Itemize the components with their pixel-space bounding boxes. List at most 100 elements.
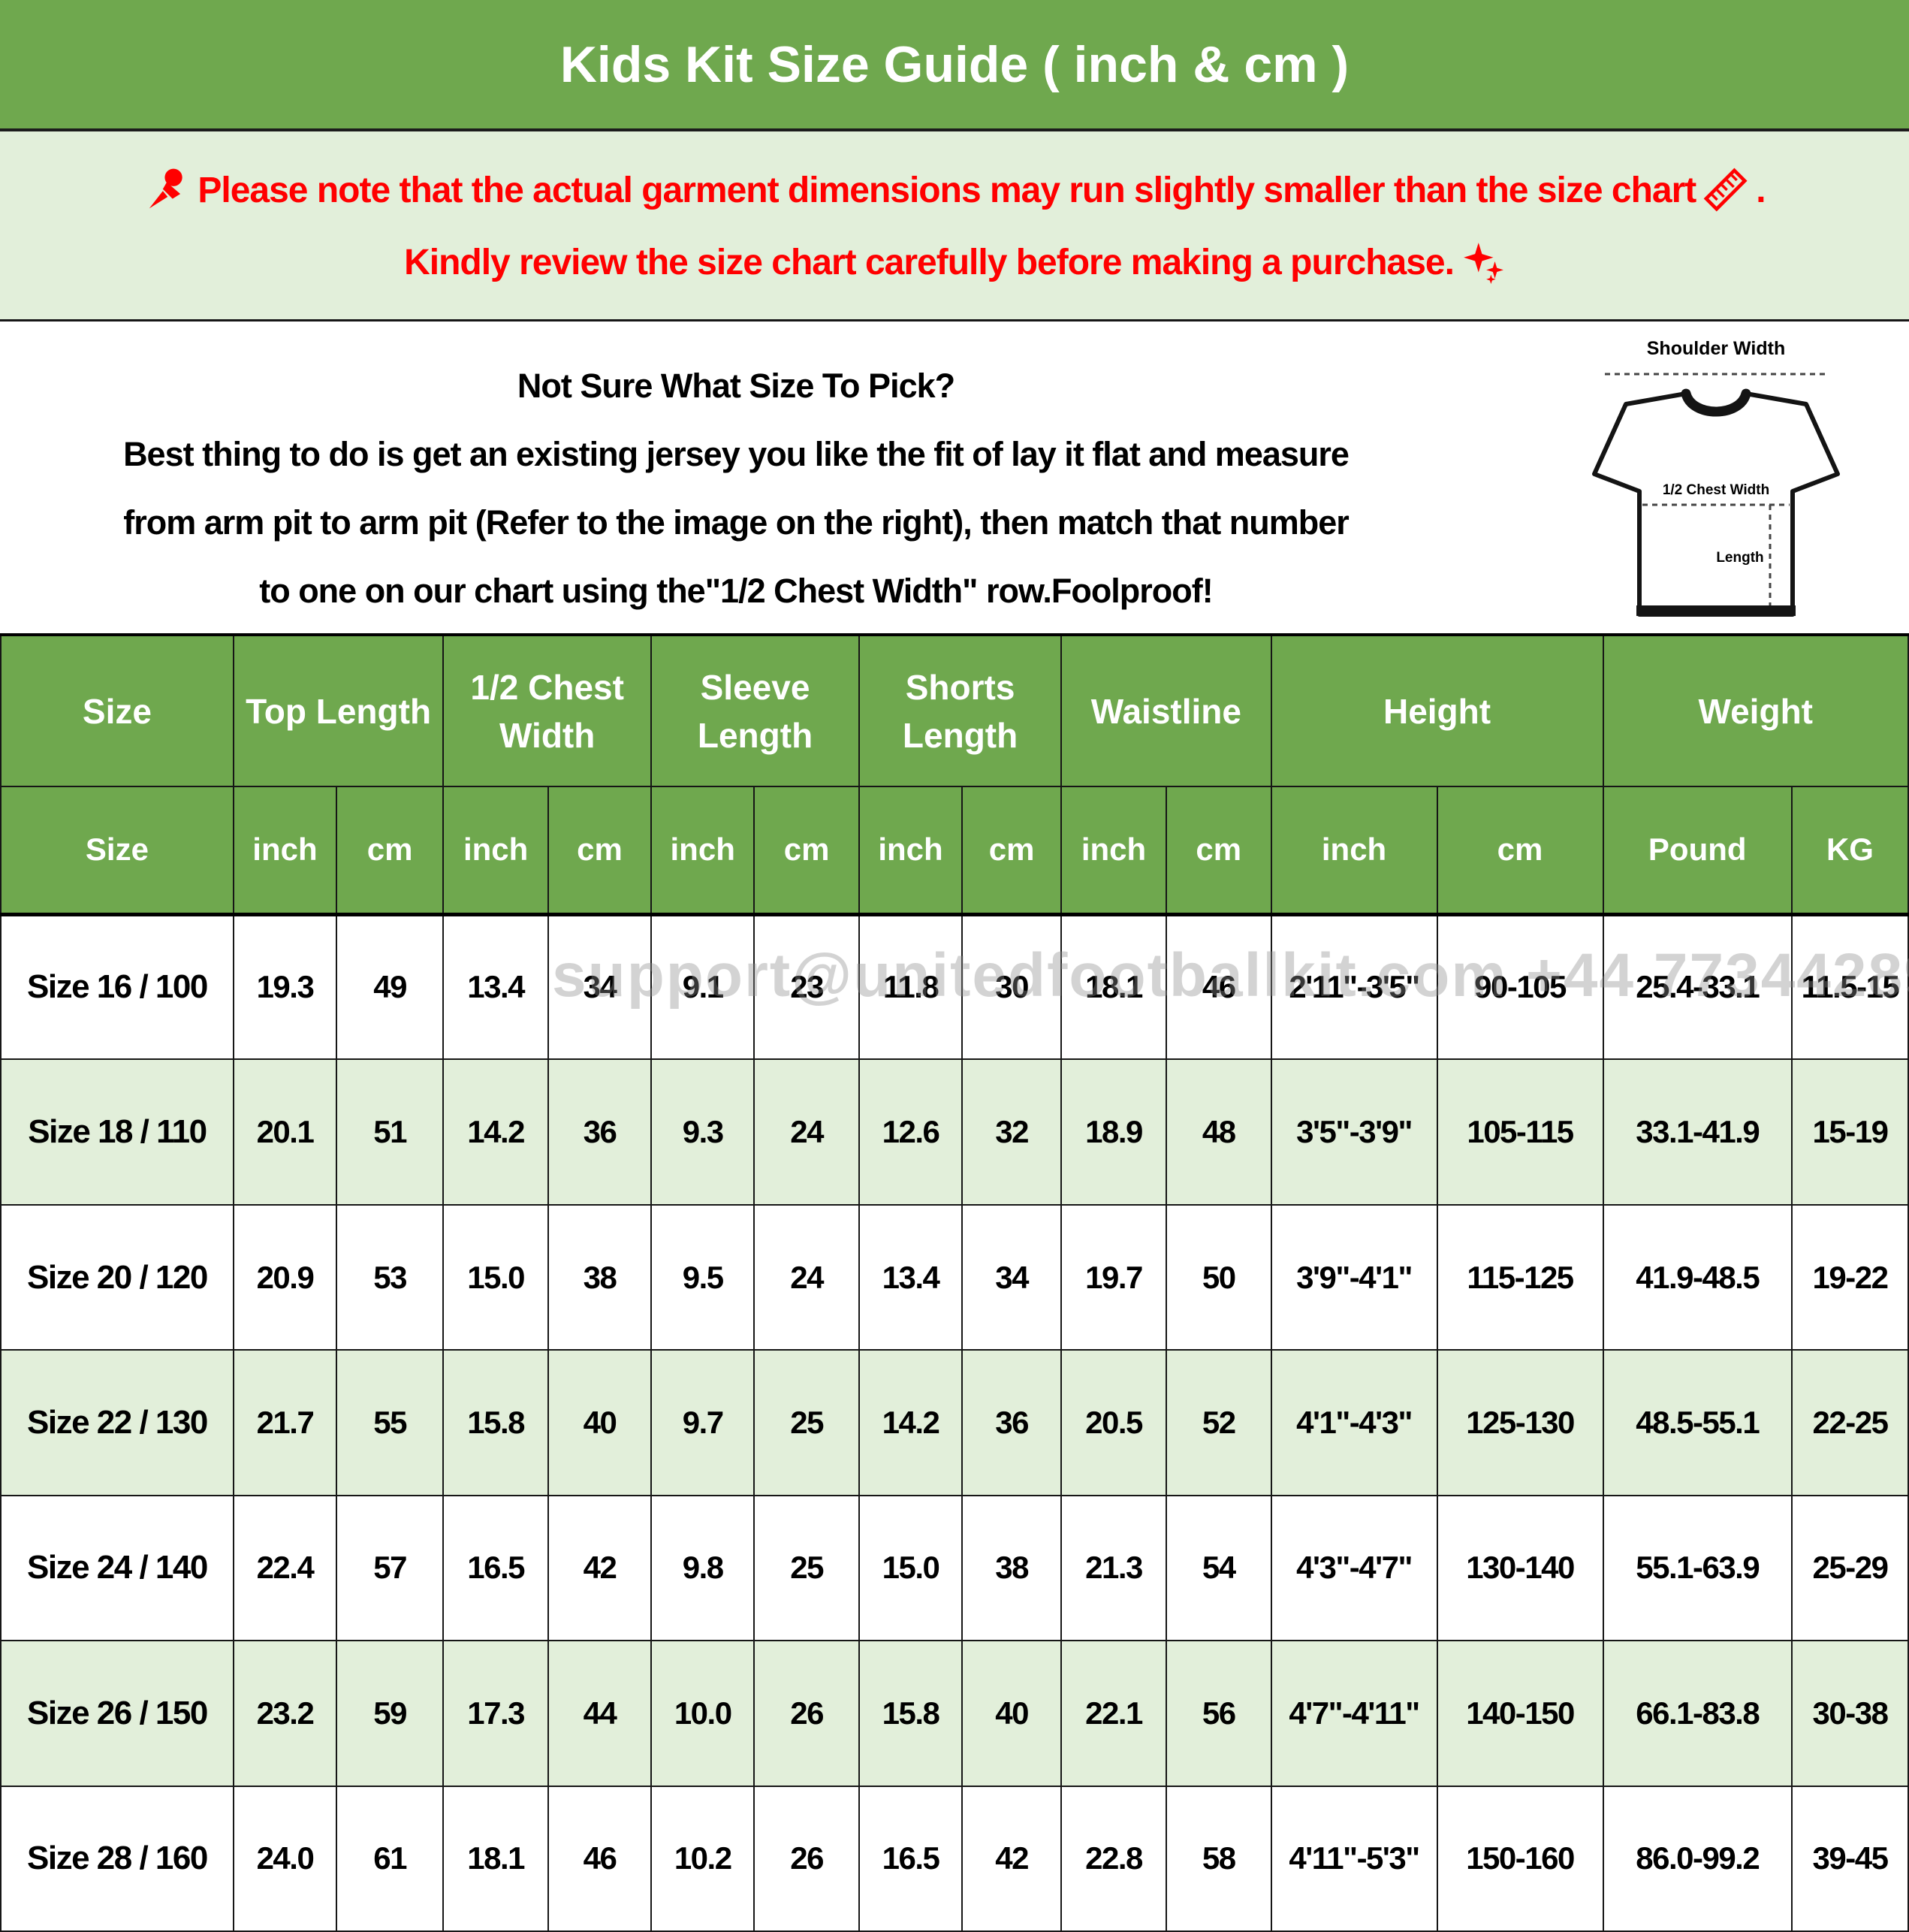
group-header-waistline: Waistline: [1060, 634, 1272, 787]
measurement-cell: 61: [336, 1785, 445, 1932]
size-label-cell: Size 20 / 120: [0, 1203, 234, 1351]
measurement-cell: 54: [1165, 1494, 1272, 1642]
measurement-cell: 9.7: [650, 1349, 755, 1496]
sizing-tip-section: Not Sure What Size To Pick? Best thing t…: [0, 321, 1909, 633]
measurement-cell: 36: [961, 1349, 1063, 1496]
unit-header-inch: inch: [650, 786, 755, 916]
unit-header-inch: inch: [858, 786, 964, 916]
measurement-cell: 22-25: [1790, 1349, 1909, 1496]
measurement-cell: 15.0: [442, 1203, 549, 1351]
measurement-cell: 36: [547, 1058, 653, 1206]
measurement-cell: 4'1"-4'3": [1270, 1349, 1438, 1496]
measurement-cell: 53: [336, 1203, 445, 1351]
measurement-cell: 20.5: [1060, 1349, 1167, 1496]
notice-text-1: Please note that the actual garment dime…: [198, 170, 1696, 210]
measurement-cell: 4'11"-5'3": [1270, 1785, 1438, 1932]
measurement-cell: 3'9"-4'1": [1270, 1203, 1438, 1351]
measurement-cell: 11.5-15: [1790, 913, 1909, 1061]
group-header-sleeve-length: Sleeve Length: [650, 634, 860, 787]
measurement-cell: 33.1-41.9: [1602, 1058, 1793, 1206]
unit-header-size: Size: [0, 786, 234, 916]
measurement-cell: 17.3: [442, 1640, 549, 1787]
notice-text-1-suffix: .: [1756, 170, 1766, 210]
table-row-size-28-160: Size 28 / 160 24.0 61 18.1 46 10.2 26 16.5 42 22.…: [0, 1785, 1909, 1932]
table-row-size-16-100: Size 16 / 100 19.3 49 13.4 34 9.1 23 11.8 30 18.1…: [0, 913, 1909, 1061]
measurement-cell: 24: [753, 1058, 860, 1206]
measurement-cell: 115-125: [1436, 1203, 1604, 1351]
measurement-cell: 57: [336, 1494, 445, 1642]
measurement-cell: 55: [336, 1349, 445, 1496]
measurement-cell: 14.2: [858, 1349, 964, 1496]
measurement-cell: 19.3: [232, 913, 338, 1061]
unit-header-cm: cm: [961, 786, 1063, 916]
measurement-cell: 40: [961, 1640, 1063, 1787]
notice-line-1: Please note that the actual garment dime…: [143, 167, 1766, 213]
shoulder-width-label: Shoulder Width: [1647, 338, 1785, 359]
measurement-cell: 9.3: [650, 1058, 755, 1206]
measurement-cell: 18.1: [1060, 913, 1167, 1061]
measurement-cell: 22.4: [232, 1494, 338, 1642]
size-label-cell: Size 18 / 110: [0, 1058, 234, 1206]
measurement-cell: 20.9: [232, 1203, 338, 1351]
measurement-cell: 34: [547, 913, 653, 1061]
measurement-cell: 15.0: [858, 1494, 964, 1642]
measurement-cell: 24: [753, 1203, 860, 1351]
measurement-cell: 56: [1165, 1640, 1272, 1787]
unit-header-inch: inch: [1060, 786, 1167, 916]
pushpin-icon: [149, 168, 183, 209]
measurement-cell: 23: [753, 913, 860, 1061]
measurement-cell: 140-150: [1436, 1640, 1604, 1787]
measurement-cell: 15.8: [858, 1640, 964, 1787]
measurement-cell: 59: [336, 1640, 445, 1787]
measurement-cell: 26: [753, 1640, 860, 1787]
sizing-tip-text: Not Sure What Size To Pick? Best thing t…: [0, 352, 1472, 625]
measurement-cell: 3'5"-3'9": [1270, 1058, 1438, 1206]
measurement-cell: 9.5: [650, 1203, 755, 1351]
title-bar: Kids Kit Size Guide ( inch & cm ): [0, 0, 1909, 131]
measurement-cell: 49: [336, 913, 445, 1061]
measurement-cell: 32: [961, 1058, 1063, 1206]
measurement-cell: 20.1: [232, 1058, 338, 1206]
size-label-cell: Size 26 / 150: [0, 1640, 234, 1787]
measurement-cell: 40: [547, 1349, 653, 1496]
notice-line-2: Kindly review the size chart carefully b…: [404, 240, 1505, 284]
measurement-cell: 13.4: [858, 1203, 964, 1351]
measurement-cell: 38: [961, 1494, 1063, 1642]
notice-text-2: Kindly review the size chart carefully b…: [404, 242, 1455, 282]
measurement-cell: 105-115: [1436, 1058, 1604, 1206]
size-label-cell: Size 16 / 100: [0, 913, 234, 1061]
measurement-cell: 2'11"-3'5": [1270, 913, 1438, 1061]
size-table-head: Size Top Length 1/2 Chest Width Sleeve Leng…: [0, 634, 1909, 916]
measurement-cell: 13.4: [442, 913, 549, 1061]
measurement-cell: 10.0: [650, 1640, 755, 1787]
measurement-cell: 25: [753, 1349, 860, 1496]
measurement-cell: 12.6: [858, 1058, 964, 1206]
measurement-cell: 30: [961, 913, 1063, 1061]
sparkles-icon: [1464, 243, 1503, 284]
size-table-body: Size 16 / 100 19.3 49 13.4 34 9.1 23 11.8 30 18.1…: [0, 913, 1909, 1932]
measurement-cell: 66.1-83.8: [1602, 1640, 1793, 1787]
measurement-cell: 18.1: [442, 1785, 549, 1932]
measurement-cell: 9.1: [650, 913, 755, 1061]
measurement-cell: 21.3: [1060, 1494, 1167, 1642]
measurement-cell: 46: [1165, 913, 1272, 1061]
group-header-height: Height: [1270, 634, 1604, 787]
measurement-cell: 50: [1165, 1203, 1272, 1351]
measurement-cell: 42: [547, 1494, 653, 1642]
table-row-size-24-140: Size 24 / 140 22.4 57 16.5 42 9.8 25 15.0 38 21.3…: [0, 1494, 1909, 1642]
ruler-icon: [1703, 168, 1748, 212]
tip-line-1: Not Sure What Size To Pick?: [517, 367, 955, 405]
measurement-cell: 10.2: [650, 1785, 755, 1932]
unit-header-cm: cm: [753, 786, 860, 916]
size-label-cell: Size 28 / 160: [0, 1785, 234, 1932]
unit-header-kg: KG: [1790, 786, 1909, 916]
measurement-cell: 18.9: [1060, 1058, 1167, 1206]
unit-header-pound: Pound: [1602, 786, 1793, 916]
size-label-cell: Size 22 / 130: [0, 1349, 234, 1496]
unit-header-inch: inch: [1270, 786, 1438, 916]
measurement-cell: 15.8: [442, 1349, 549, 1496]
unit-header-cm: cm: [336, 786, 445, 916]
page-title: Kids Kit Size Guide ( inch & cm ): [559, 35, 1350, 93]
table-row-size-20-120: Size 20 / 120 20.9 53 15.0 38 9.5 24 13.4 34 19.7…: [0, 1203, 1909, 1351]
measurement-cell: 44: [547, 1640, 653, 1787]
